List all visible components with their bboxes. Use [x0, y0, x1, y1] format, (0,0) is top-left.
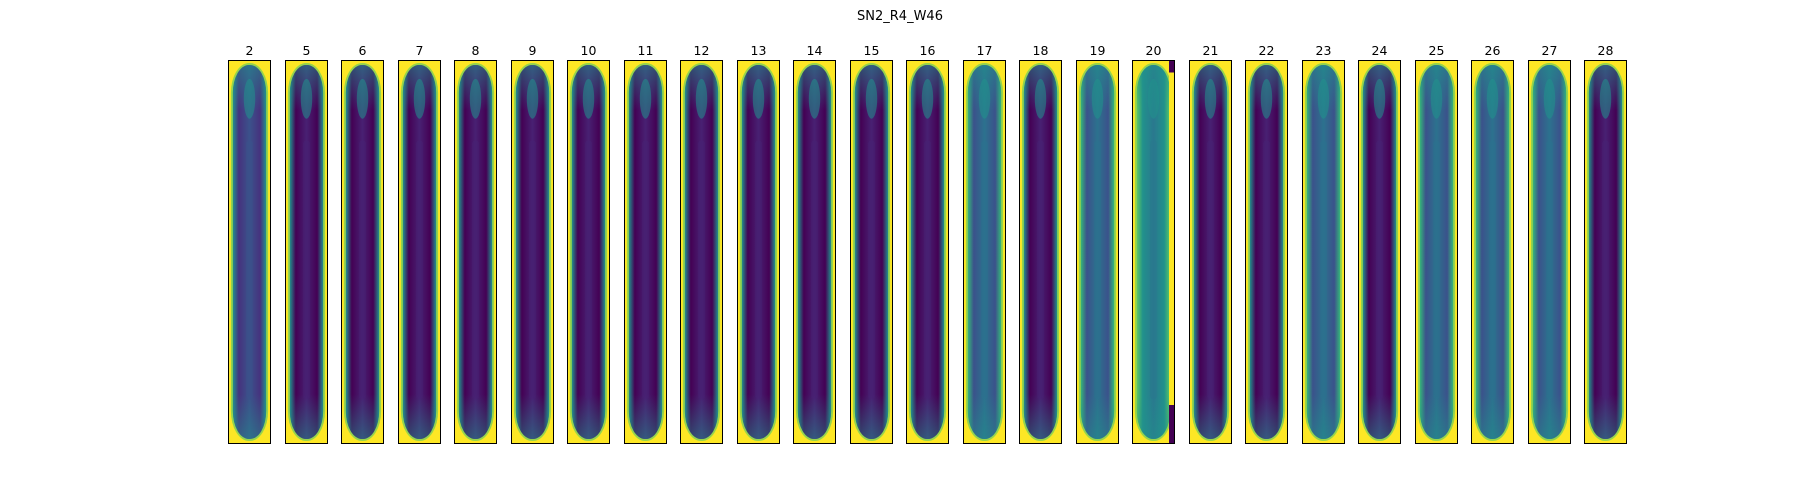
panel-label-16: 16 [919, 43, 936, 58]
image-panel-23 [1302, 60, 1345, 444]
cell-image [1133, 61, 1174, 443]
image-panel-7 [398, 60, 441, 444]
cell-image [907, 61, 948, 443]
panel-label-10: 10 [580, 43, 597, 58]
panel-label-15: 15 [863, 43, 880, 58]
image-panel-18 [1019, 60, 1062, 444]
cell-image [794, 61, 835, 443]
panel-label-24: 24 [1371, 43, 1388, 58]
cell-image [625, 61, 666, 443]
image-panel-25 [1415, 60, 1458, 444]
figure-title: SN2_R4_W46 [857, 9, 943, 24]
cell-image [1077, 61, 1118, 443]
cell-image [738, 61, 779, 443]
image-panel-28 [1584, 60, 1627, 444]
image-panel-21 [1189, 60, 1232, 444]
cell-image [1529, 61, 1570, 443]
image-panel-9 [511, 60, 554, 444]
cell-image [1416, 61, 1457, 443]
panel-label-22: 22 [1258, 43, 1275, 58]
cell-image [1303, 61, 1344, 443]
cell-image [1246, 61, 1287, 443]
image-panel-5 [285, 60, 328, 444]
image-panel-16 [906, 60, 949, 444]
panel-label-5: 5 [302, 43, 311, 58]
image-panel-20 [1132, 60, 1175, 444]
image-panel-27 [1528, 60, 1571, 444]
cell-image [1472, 61, 1513, 443]
image-panel-22 [1245, 60, 1288, 444]
panel-label-28: 28 [1597, 43, 1614, 58]
panel-label-8: 8 [471, 43, 480, 58]
panel-label-20: 20 [1145, 43, 1162, 58]
image-panel-11 [624, 60, 667, 444]
panel-label-25: 25 [1428, 43, 1445, 58]
image-panel-10 [567, 60, 610, 444]
panel-label-11: 11 [637, 43, 654, 58]
panel-label-18: 18 [1032, 43, 1049, 58]
panel-label-19: 19 [1089, 43, 1106, 58]
cell-image [1020, 61, 1061, 443]
cell-image [964, 61, 1005, 443]
panel-label-26: 26 [1484, 43, 1501, 58]
cell-image [1359, 61, 1400, 443]
panel-label-12: 12 [693, 43, 710, 58]
panel-label-2: 2 [245, 43, 254, 58]
cell-image [1190, 61, 1231, 443]
image-panel-8 [454, 60, 497, 444]
image-panel-19 [1076, 60, 1119, 444]
panel-label-9: 9 [528, 43, 537, 58]
image-panel-26 [1471, 60, 1514, 444]
image-panel-13 [737, 60, 780, 444]
panel-label-23: 23 [1315, 43, 1332, 58]
cell-image [229, 61, 270, 443]
image-panel-24 [1358, 60, 1401, 444]
image-panel-17 [963, 60, 1006, 444]
image-panel-14 [793, 60, 836, 444]
image-panel-12 [680, 60, 723, 444]
panel-label-27: 27 [1541, 43, 1558, 58]
cell-image [342, 61, 383, 443]
cell-image [512, 61, 553, 443]
cell-image [399, 61, 440, 443]
cell-image [681, 61, 722, 443]
panel-label-13: 13 [750, 43, 767, 58]
cell-image [851, 61, 892, 443]
panel-label-14: 14 [806, 43, 823, 58]
cell-image [286, 61, 327, 443]
panel-label-17: 17 [976, 43, 993, 58]
cell-image [1585, 61, 1626, 443]
panel-20-edge-artifact [1169, 61, 1174, 443]
image-panel-6 [341, 60, 384, 444]
cell-image [568, 61, 609, 443]
image-panel-15 [850, 60, 893, 444]
cell-image [455, 61, 496, 443]
panel-label-21: 21 [1202, 43, 1219, 58]
panel-label-6: 6 [358, 43, 367, 58]
image-panel-2 [228, 60, 271, 444]
panel-label-7: 7 [415, 43, 424, 58]
